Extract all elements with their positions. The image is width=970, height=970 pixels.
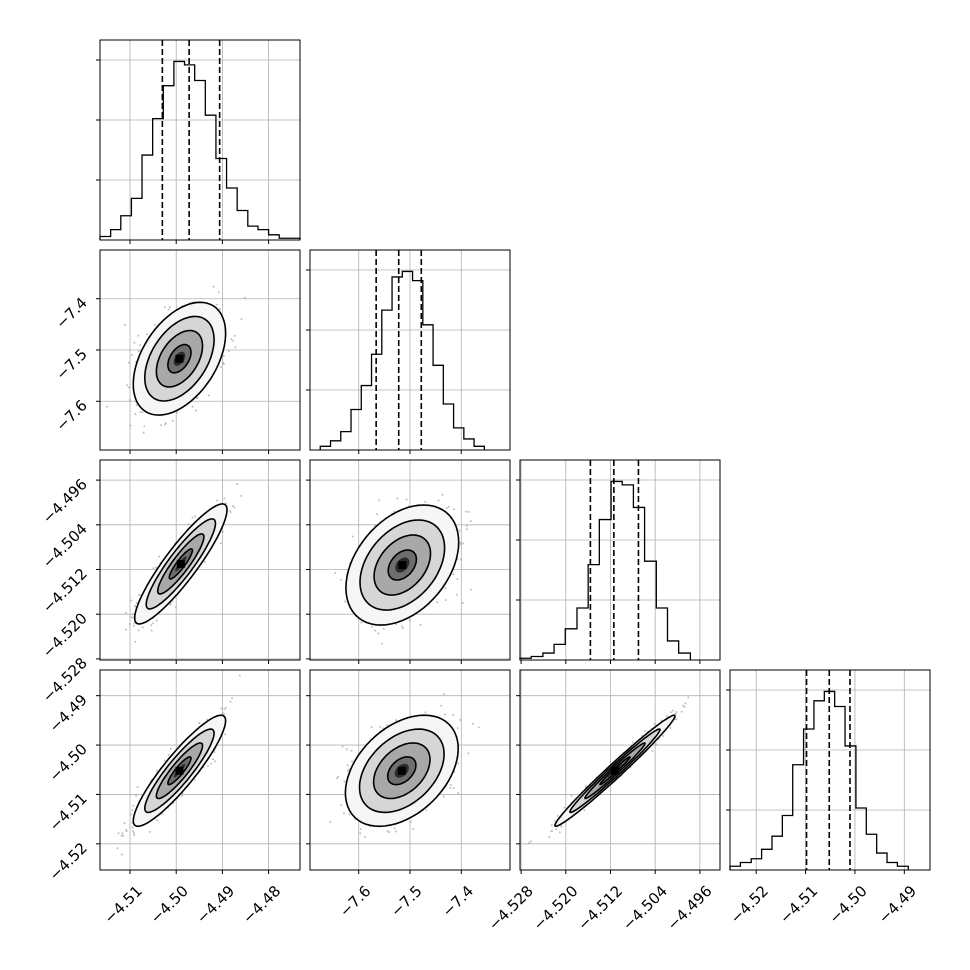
x-tick-label: −4.520 bbox=[530, 882, 582, 934]
y-tick-label: −4.50 bbox=[46, 740, 91, 785]
x-tick-label: −4.49 bbox=[193, 882, 238, 927]
contour-line bbox=[386, 756, 417, 786]
contour-line bbox=[168, 548, 194, 580]
contour-line bbox=[167, 343, 192, 374]
contour-line bbox=[132, 301, 227, 416]
contour-line bbox=[554, 714, 676, 828]
hist-panel-2 bbox=[516, 459, 721, 664]
panel-content bbox=[520, 670, 720, 870]
density-peak bbox=[397, 766, 406, 775]
y-tick-label: −4.51 bbox=[46, 790, 91, 835]
contour-line bbox=[599, 756, 631, 786]
y-tick-label: −7.5 bbox=[52, 345, 90, 383]
contour-line bbox=[155, 742, 204, 800]
x-tick-label: −4.51 bbox=[776, 882, 821, 927]
scatter-panel-0-2 bbox=[96, 459, 301, 664]
contour-line bbox=[143, 315, 215, 402]
x-tick-label: −4.512 bbox=[574, 882, 626, 934]
density-peak bbox=[175, 354, 184, 363]
panel-frame bbox=[729, 669, 931, 871]
panel-frame bbox=[309, 669, 511, 871]
x-tick-label: −4.48 bbox=[239, 882, 284, 927]
panel-content bbox=[100, 460, 300, 660]
histogram-step bbox=[729, 690, 909, 870]
density-peak bbox=[176, 559, 185, 568]
x-tick-label: −4.50 bbox=[825, 882, 870, 927]
hist-panel-0 bbox=[96, 39, 301, 244]
panel-content bbox=[310, 460, 510, 660]
histogram-step bbox=[99, 60, 301, 240]
contour-line bbox=[569, 728, 661, 814]
x-tick-label: −7.6 bbox=[336, 882, 374, 920]
hist-panel-1 bbox=[306, 249, 511, 454]
contour-line bbox=[373, 534, 432, 596]
contour-line bbox=[133, 503, 228, 625]
scatter-panel-0-1 bbox=[96, 249, 301, 454]
panel-frame bbox=[519, 459, 721, 661]
x-tick-label: −4.49 bbox=[875, 882, 920, 927]
hist-panel-3 bbox=[726, 669, 931, 874]
y-tick-label: −4.504 bbox=[39, 520, 91, 572]
scatter-panel-2-3 bbox=[516, 669, 721, 874]
scatter-panel-1-2 bbox=[306, 459, 511, 664]
panel-frame bbox=[99, 459, 301, 661]
contour-line bbox=[344, 714, 460, 828]
scatter-panel-1-3 bbox=[306, 669, 511, 874]
contour-line bbox=[584, 742, 646, 800]
x-tick-label: −7.4 bbox=[439, 882, 477, 920]
panel-content bbox=[100, 250, 300, 450]
panel-frame bbox=[309, 459, 511, 661]
contour-line bbox=[372, 742, 431, 800]
density-peak bbox=[398, 561, 407, 570]
x-tick-label: −4.496 bbox=[664, 882, 716, 934]
scatter-panel-0-3 bbox=[96, 669, 301, 874]
panel-frame bbox=[99, 669, 301, 871]
panel-content bbox=[100, 670, 300, 870]
contour-line bbox=[167, 756, 192, 786]
density-peak bbox=[610, 766, 619, 775]
histogram-step bbox=[319, 270, 486, 450]
contour-line bbox=[145, 518, 217, 610]
x-tick-label: −4.50 bbox=[147, 882, 192, 927]
contour-line bbox=[345, 504, 460, 626]
x-tick-label: −4.528 bbox=[485, 882, 537, 934]
x-tick-label: −4.52 bbox=[727, 882, 772, 927]
contour-line bbox=[359, 519, 446, 611]
x-tick-label: −4.51 bbox=[101, 882, 146, 927]
density-peak bbox=[175, 766, 184, 775]
y-tick-label: −4.520 bbox=[39, 609, 91, 661]
y-tick-label: −4.496 bbox=[39, 475, 91, 527]
contour-line bbox=[387, 549, 418, 581]
panel-frame bbox=[99, 39, 301, 241]
x-tick-label: −7.5 bbox=[387, 882, 425, 920]
y-tick-label: −4.512 bbox=[39, 565, 91, 617]
panel-content bbox=[310, 670, 510, 870]
x-tick-label: −4.504 bbox=[619, 882, 671, 934]
contour-line bbox=[155, 329, 204, 388]
y-tick-label: −7.4 bbox=[52, 294, 90, 332]
panel-frame bbox=[519, 669, 721, 871]
histogram-step bbox=[519, 480, 692, 660]
panel-frame bbox=[309, 249, 511, 451]
panel-frame bbox=[99, 249, 301, 451]
y-tick-label: −4.52 bbox=[46, 839, 91, 884]
y-tick-label: −7.6 bbox=[52, 396, 90, 434]
contour-line bbox=[132, 714, 227, 828]
contour-line bbox=[143, 728, 215, 814]
contour-line bbox=[358, 728, 445, 814]
contour-line bbox=[156, 533, 205, 595]
